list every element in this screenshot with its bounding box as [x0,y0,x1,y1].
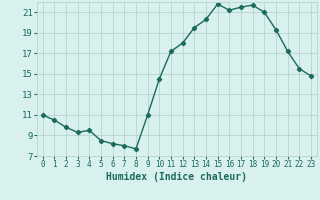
X-axis label: Humidex (Indice chaleur): Humidex (Indice chaleur) [106,172,247,182]
